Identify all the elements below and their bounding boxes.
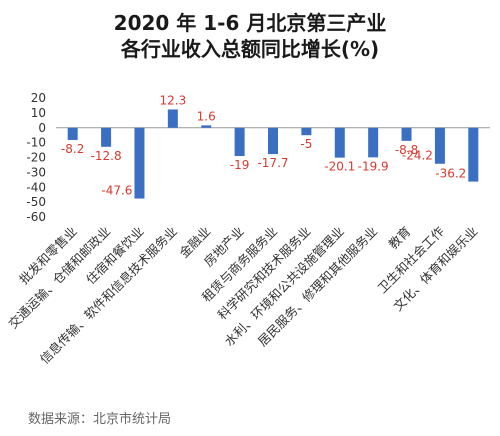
bar (468, 127, 479, 182)
y-tick-label: -50 (26, 195, 46, 209)
y-tick-label: 10 (31, 106, 46, 120)
category-label: 教育 (385, 224, 413, 252)
bar (234, 127, 245, 157)
data-label: -47.6 (101, 184, 132, 198)
bar (101, 127, 112, 147)
bar (334, 127, 345, 158)
bar (368, 127, 379, 158)
y-tick-label: -30 (26, 165, 46, 179)
data-label: -20.1 (324, 160, 355, 174)
data-label: -8.2 (61, 142, 84, 156)
bar (401, 127, 412, 141)
y-tick-label: -60 (26, 210, 46, 224)
data-label: 1.6 (197, 109, 216, 123)
data-label: -19.9 (358, 159, 389, 173)
data-label: -8.8 (395, 143, 418, 157)
data-label: -17.7 (257, 156, 288, 170)
bar (301, 127, 312, 136)
y-tick-label: -10 (26, 136, 46, 150)
chart-title-line-1: 2020 年 1-6 月北京第三产业 (113, 11, 387, 35)
bar (67, 127, 78, 140)
data-label: -19 (230, 158, 250, 172)
chart-title-line-2: 各行业收入总额同比增长(%) (120, 37, 380, 61)
bar (134, 127, 145, 199)
y-tick-label: -20 (26, 151, 46, 165)
y-tick-label: 0 (38, 121, 46, 135)
data-label: -36.2 (435, 167, 466, 181)
bar (201, 125, 212, 128)
data-label: -12.8 (91, 149, 122, 163)
y-tick-label: 20 (31, 91, 46, 105)
y-tick-label: -40 (26, 180, 46, 194)
data-label: 12.3 (159, 93, 186, 107)
bar (268, 127, 278, 155)
data-label: -5 (300, 137, 312, 151)
bar (434, 127, 445, 164)
bar (167, 109, 178, 128)
data-label: -24.2 (402, 149, 433, 163)
data-source-note: 数据来源：北京市统计局 (28, 412, 172, 427)
